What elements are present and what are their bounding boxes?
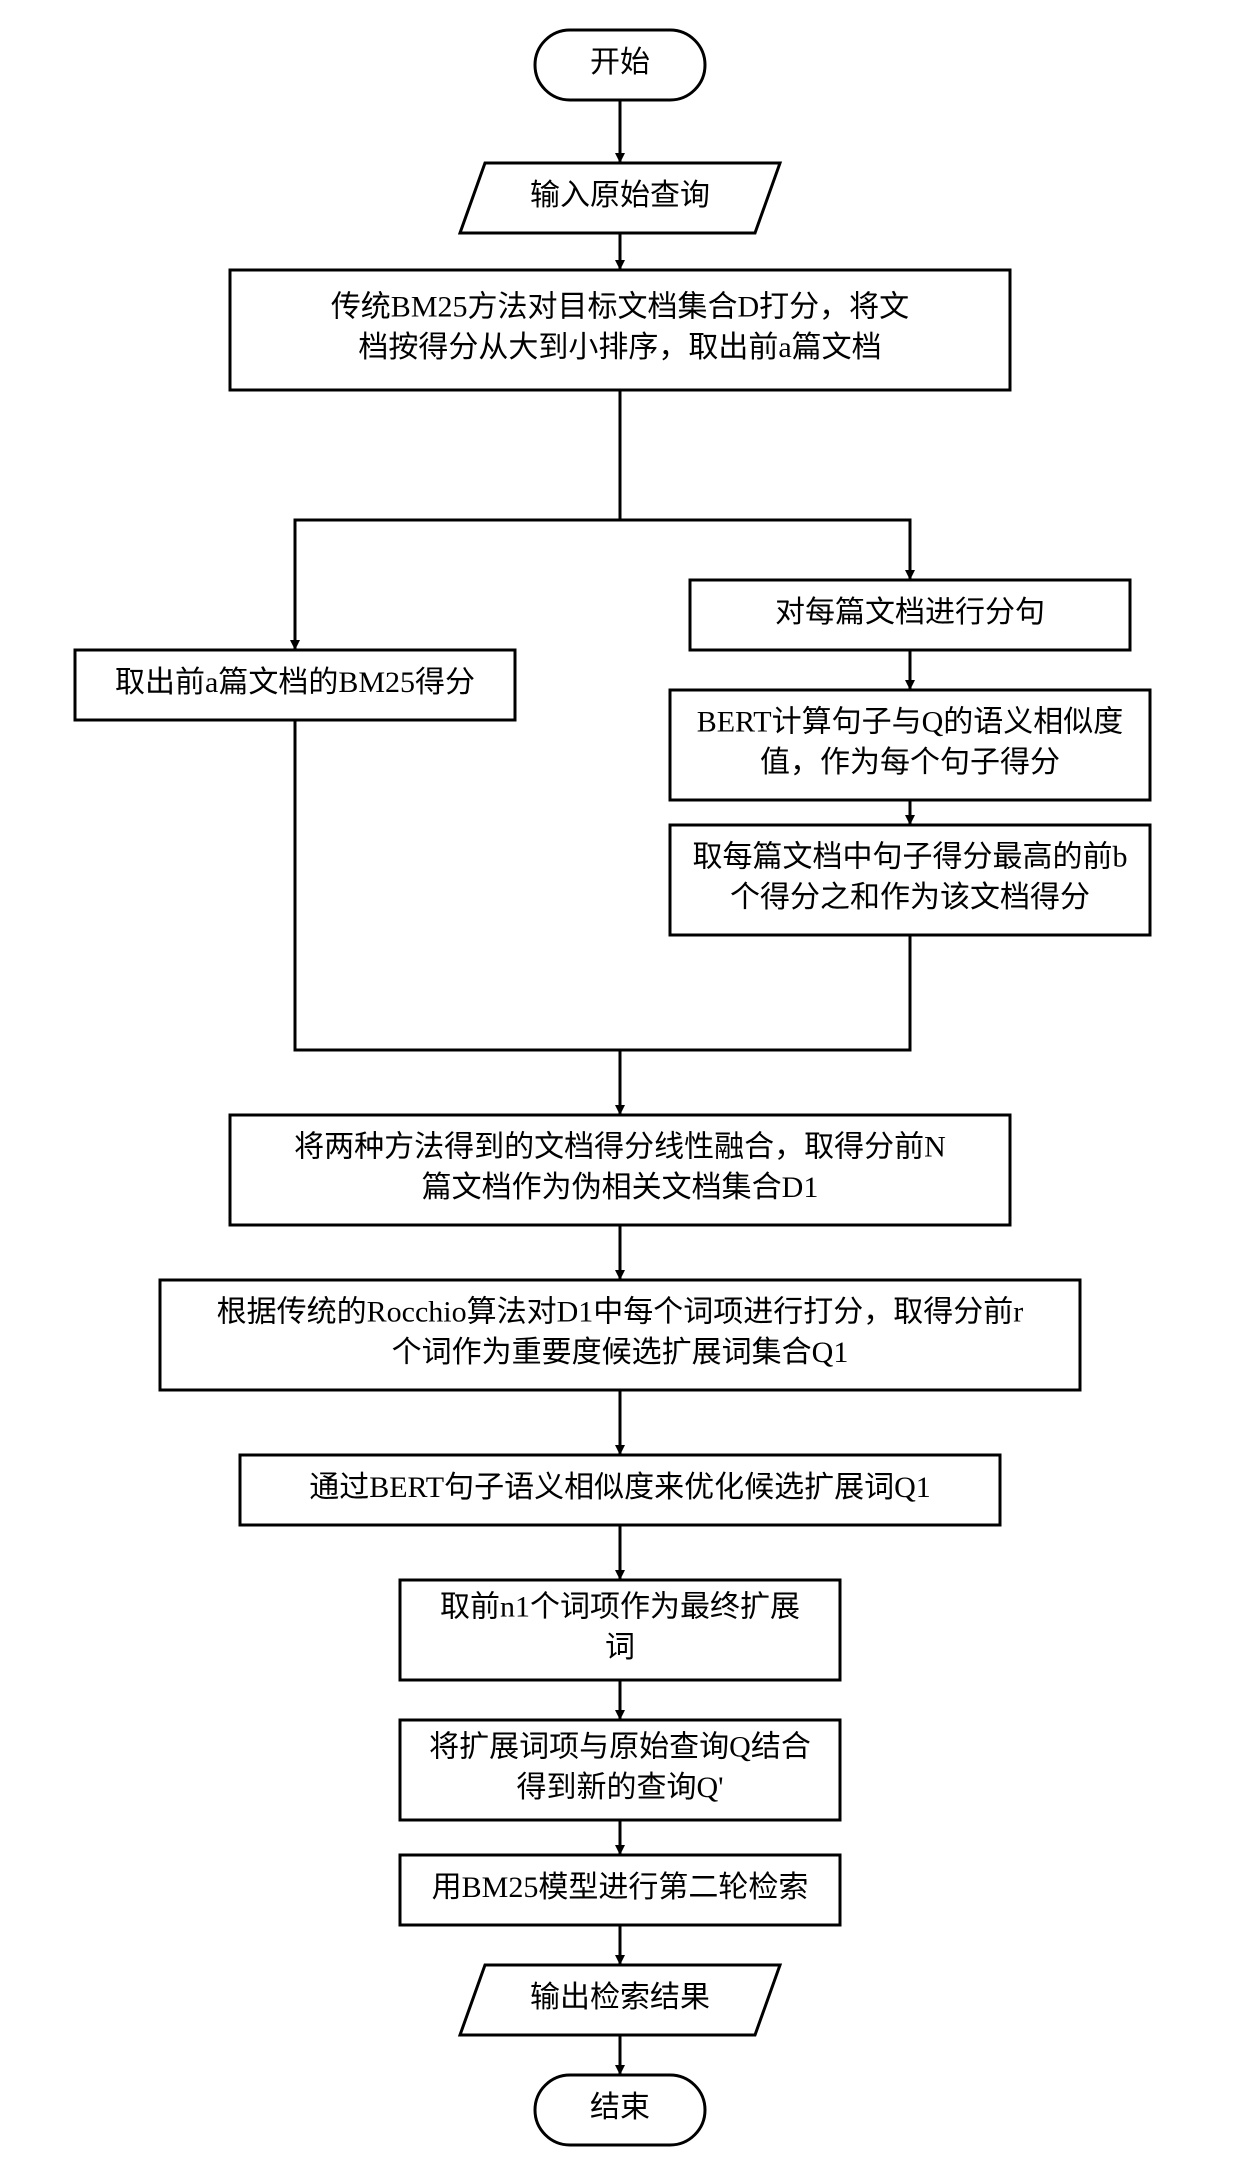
node-bm25-label-0: 传统BM25方法对目标文档集合D打分，将文 (331, 291, 909, 324)
node-rocchio-label-0: 根据传统的Rocchio算法对D1中每个词项进行打分，取得分前r (217, 1296, 1024, 1329)
node-rocchio: 根据传统的Rocchio算法对D1中每个词项进行打分，取得分前r 个词作为重要度候… (160, 1280, 1080, 1390)
node-input-label-0: 输入原始查询 (530, 179, 710, 212)
node-second-label-0: 用BM25模型进行第二轮检索 (432, 1871, 809, 1904)
node-r3-label-1: 个得分之和作为该文档得分 (730, 881, 1090, 914)
node-bm25-label-1: 档按得分从大到小排序，取出前a篇文档 (358, 331, 881, 364)
node-topn1-label-1: 词 (605, 1631, 635, 1664)
node-start-label-0: 开始 (590, 46, 650, 79)
node-r1: 对每篇文档进行分句 (690, 580, 1130, 650)
node-output-label-0: 输出检索结果 (530, 1981, 710, 2014)
node-combine: 将扩展词项与原始查询Q结合得到新的查询Q' (400, 1720, 840, 1820)
node-input: 输入原始查询 (460, 163, 780, 233)
node-r3-label-0: 取每篇文档中句子得分最高的前b (693, 841, 1128, 874)
edge-split-left1 (295, 520, 620, 650)
node-left1: 取出前a篇文档的BM25得分 (75, 650, 515, 720)
node-topn1-label-0: 取前n1个词项作为最终扩展 (440, 1591, 800, 1624)
node-merge-label-0: 将两种方法得到的文档得分线性融合，取得分前N (294, 1131, 946, 1164)
node-r1-label-0: 对每篇文档进行分句 (775, 596, 1045, 629)
node-merge-label-1: 篇文档作为伪相关文档集合D1 (422, 1171, 819, 1204)
node-output: 输出检索结果 (460, 1965, 780, 2035)
node-combine-label-1: 得到新的查询Q' (516, 1771, 723, 1804)
node-rocchio-label-1: 个词作为重要度候选扩展词集合Q1 (392, 1336, 849, 1369)
flowchart-diagram: 开始输入原始查询传统BM25方法对目标文档集合D打分，将文档按得分从大到小排序，… (0, 0, 1240, 2163)
node-r2: BERT计算句子与Q的语义相似度值，作为每个句子得分 (670, 690, 1150, 800)
edge-split-r1 (620, 520, 910, 580)
node-bertopt: 通过BERT句子语义相似度来优化候选扩展词Q1 (240, 1455, 1000, 1525)
edge-left1-join (295, 720, 620, 1050)
node-start: 开始 (535, 30, 705, 100)
node-bertopt-label-0: 通过BERT句子语义相似度来优化候选扩展词Q1 (309, 1471, 931, 1504)
node-merge: 将两种方法得到的文档得分线性融合，取得分前N 篇文档作为伪相关文档集合D1 (230, 1115, 1010, 1225)
node-end-label-0: 结束 (590, 2091, 650, 2124)
node-r2-label-1: 值，作为每个句子得分 (760, 746, 1060, 779)
node-combine-label-0: 将扩展词项与原始查询Q结合 (429, 1731, 811, 1764)
node-r2-label-0: BERT计算句子与Q的语义相似度 (697, 706, 1124, 739)
node-bm25: 传统BM25方法对目标文档集合D打分，将文档按得分从大到小排序，取出前a篇文档 (230, 270, 1010, 390)
node-left1-label-0: 取出前a篇文档的BM25得分 (115, 666, 475, 699)
node-end: 结束 (535, 2075, 705, 2145)
node-r3: 取每篇文档中句子得分最高的前b 个得分之和作为该文档得分 (670, 825, 1150, 935)
node-topn1: 取前n1个词项作为最终扩展词 (400, 1580, 840, 1680)
node-second: 用BM25模型进行第二轮检索 (400, 1855, 840, 1925)
edge-r3-join (620, 935, 910, 1050)
